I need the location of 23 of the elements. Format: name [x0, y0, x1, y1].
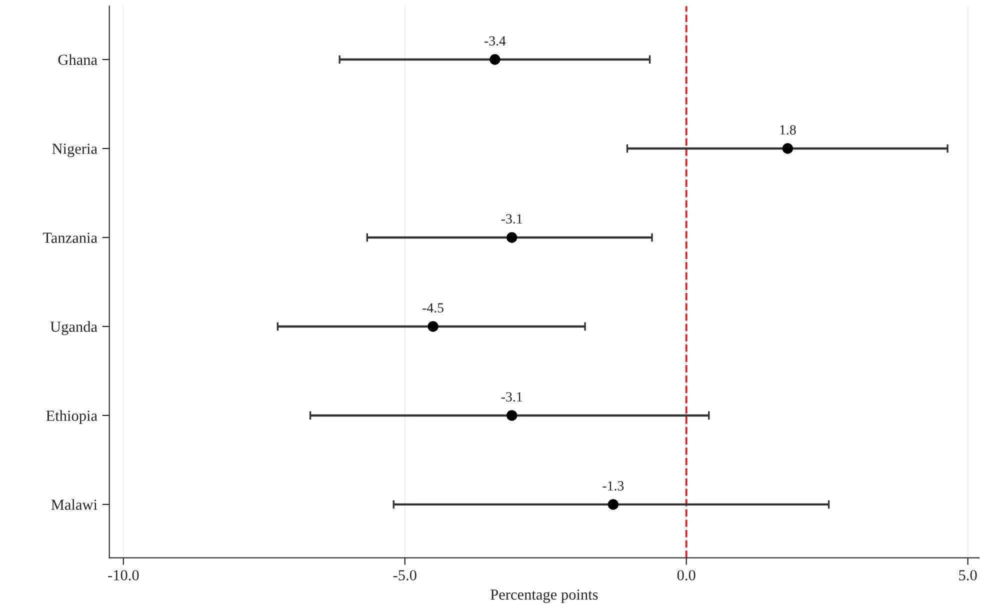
x-tick-label: 0.0: [677, 570, 696, 580]
point: [782, 143, 794, 154]
data-label: -3.4: [484, 36, 506, 46]
y-tick-label: Nigeria: [52, 144, 98, 158]
x-tick-label: -5.0: [393, 570, 416, 580]
x-axis-title: Percentage points: [490, 589, 598, 603]
y-tick-label: Ethiopia: [46, 410, 98, 424]
point: [608, 499, 619, 510]
y-tick-label: Tanzania: [42, 232, 98, 243]
point: [506, 410, 518, 421]
data-label: -3.1: [501, 392, 522, 402]
x-tick-label: 5.0: [959, 570, 977, 580]
data-label: -3.1: [501, 214, 522, 224]
point: [506, 232, 518, 243]
point: [490, 54, 500, 65]
point: [428, 321, 438, 332]
data-label: 1.8: [780, 125, 796, 135]
data-label: -4.5: [422, 303, 444, 313]
y-tick-label: Uganda: [50, 321, 98, 336]
y-tick-label: Ghana: [58, 54, 98, 65]
data-label: -1.3: [602, 481, 624, 491]
y-tick-label: Malawi: [51, 499, 98, 510]
x-tick-label: -10.0: [108, 570, 139, 580]
